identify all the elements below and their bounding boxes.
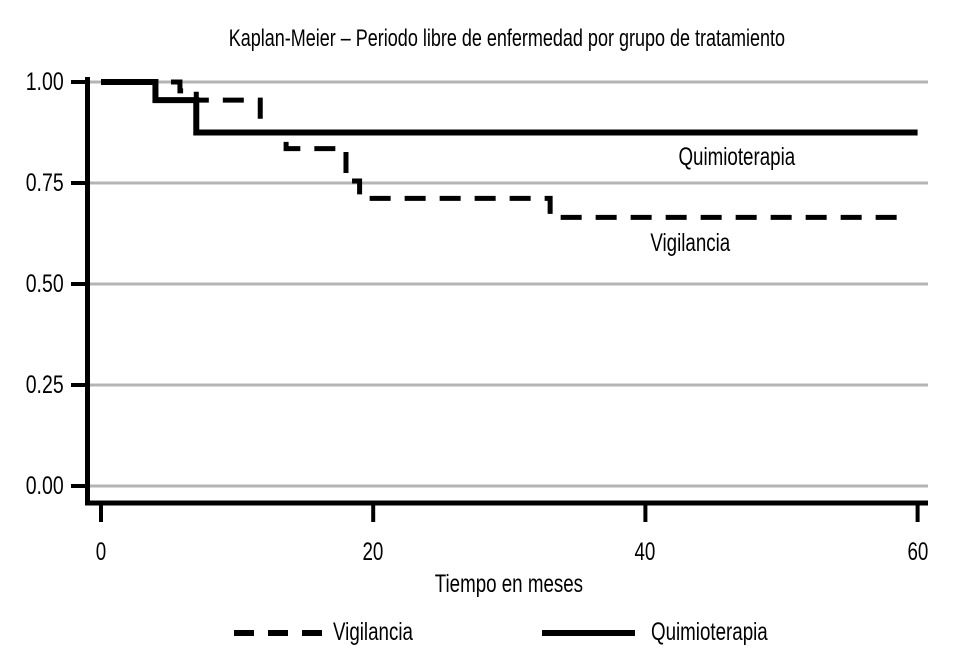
chart-title: Kaplan-Meier – Periodo libre de enfermed… xyxy=(107,25,907,53)
curve-label-quimioterapia: Quimioterapia xyxy=(678,143,796,171)
x-axis-tick-label: 20 xyxy=(333,538,413,566)
curve-quimioterapia xyxy=(101,79,918,136)
y-axis-tick-label: 1.00 xyxy=(0,68,64,96)
y-axis-tick-label: 0.50 xyxy=(0,270,64,298)
y-axis-tick-label-text: 0.00 xyxy=(26,472,64,500)
y-axis-tick-label-text: 0.50 xyxy=(26,270,64,298)
curve-vigilancia xyxy=(101,79,904,220)
x-axis-tick-label: 0 xyxy=(61,538,141,566)
curve-label-vigilancia: Vigilancia xyxy=(650,229,730,257)
y-axis-tick-label-text: 1.00 xyxy=(26,68,64,96)
x-axis-tick-label-text: 0 xyxy=(95,538,107,566)
legend-label-quimioterapia: Quimioterapia xyxy=(651,618,768,646)
x-axis-tick-label-text: 20 xyxy=(362,538,384,566)
y-axis-tick-label-text: 0.25 xyxy=(26,371,64,399)
y-axis-tick-label-text: 0.75 xyxy=(26,169,64,197)
x-axis-title-text: Tiempo en meses xyxy=(434,570,584,598)
chart-title-text: Kaplan-Meier – Periodo libre de enfermed… xyxy=(228,25,786,52)
legend-label-vigilancia: Vigilancia xyxy=(333,618,413,646)
y-axis-tick-label: 0.25 xyxy=(0,371,64,399)
x-axis-tick-label: 40 xyxy=(605,538,685,566)
x-axis-title: Tiempo en meses xyxy=(359,570,659,598)
y-axis-tick-label: 0.75 xyxy=(0,169,64,197)
x-axis-tick-label-text: 40 xyxy=(634,538,656,566)
x-axis-tick-label-text: 60 xyxy=(907,538,929,566)
y-axis-tick-label: 0.00 xyxy=(0,472,64,500)
x-axis-tick-label: 60 xyxy=(878,538,958,566)
